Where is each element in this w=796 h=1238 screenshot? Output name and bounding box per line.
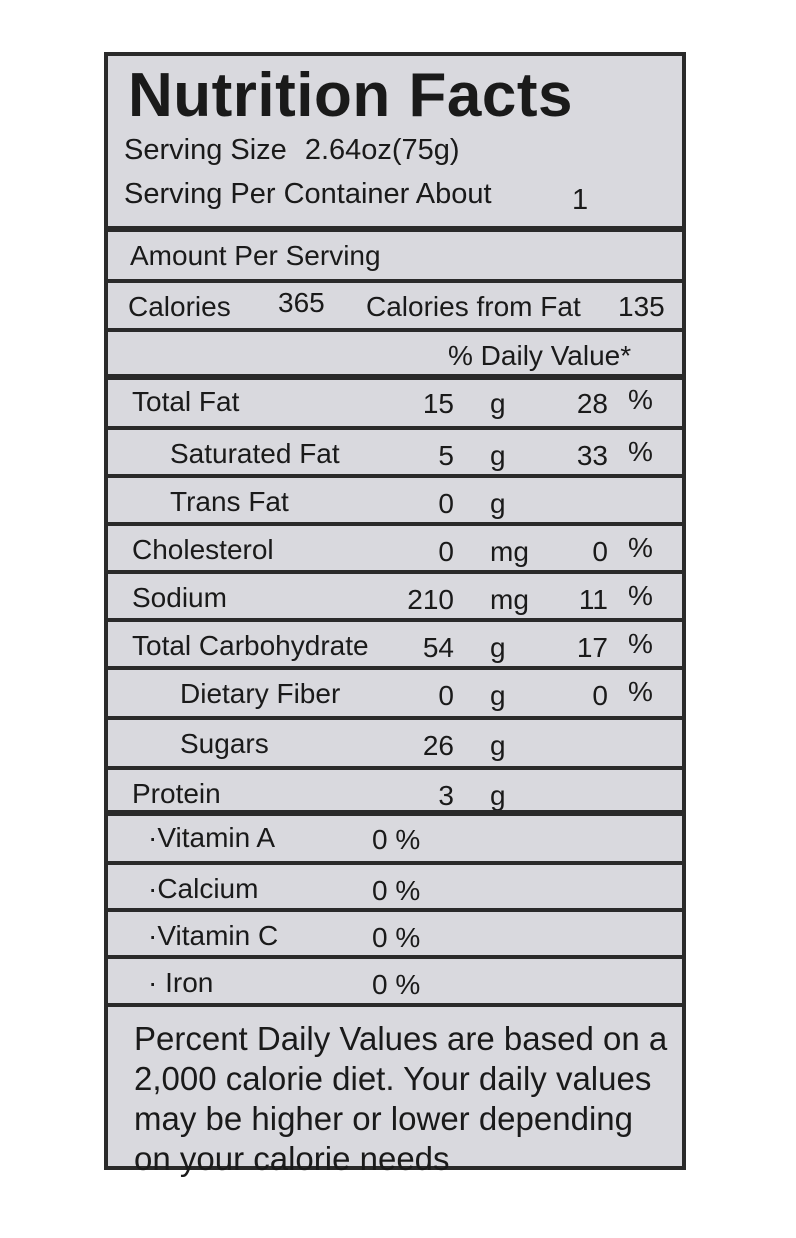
percent-sign: % [628,676,653,707]
nutrient-unit: g [490,632,506,663]
vitamin-name: ·Calcium [148,873,259,904]
nutrient-row-sugars: Sugars 26 g [108,716,682,766]
nutrient-unit: g [490,780,506,811]
nutrient-daily-value: 17 [576,632,608,663]
nutrient-amount: 210 [407,584,454,615]
amount-per-serving: Amount Per Serving [130,240,381,271]
nutrient-unit: g [490,388,506,419]
percent-sign: % [628,532,653,563]
daily-value-header-row: % Daily Value* [108,328,682,376]
nutrient-daily-value: 0 [592,680,608,711]
calories-label: Calories [128,291,231,322]
nutrient-row-saturated-fat: Saturated Fat 5 g 33 % [108,426,682,474]
nutrient-name: Sodium [132,582,227,613]
nutrient-name: Total Fat [132,386,240,417]
nutrient-name: Protein [132,778,221,809]
thick-divider [108,810,682,816]
vitamin-row-iron: · Iron 0 % [108,955,682,1003]
calories-value: 365 [278,287,325,318]
nutrient-row-dietary-fiber: Dietary Fiber 0 g 0 % [108,666,682,716]
vitamin-row-vitamin-c: ·Vitamin C 0 % [108,908,682,955]
nutrient-amount: 5 [438,440,454,471]
nutrient-row-cholesterol: Cholesterol 0 mg 0 % [108,522,682,570]
nutrient-name: Trans Fat [170,486,289,517]
daily-value-header: % Daily Value* [448,340,632,371]
nutrient-amount: 0 [438,680,454,711]
nutrient-row-trans-fat: Trans Fat 0 g [108,474,682,522]
nutrient-amount: 0 [438,488,454,519]
thick-divider [108,374,682,380]
nutrition-facts-label: Nutrition Facts Serving Size 2.64oz(75g) … [104,52,686,1177]
nutrient-name: Sugars [180,728,269,759]
nutrient-daily-value: 28 [576,388,608,419]
percent-sign: % [628,384,653,415]
thick-divider [108,226,682,232]
serving-size-value: 2.64oz(75g) [304,134,460,166]
nutrient-name: Cholesterol [132,534,274,565]
amount-per-serving-row: Amount Per Serving [108,232,682,279]
nutrient-unit: g [490,730,506,761]
nutrient-unit: mg [490,584,529,615]
nutrient-unit: g [490,680,506,711]
vitamin-percent: 0 % [372,875,421,906]
nutrient-daily-value: 11 [578,584,608,615]
vitamin-row-calcium: ·Calcium 0 % [108,861,682,908]
nutrient-unit: g [490,440,506,471]
vitamin-row-vitamin-a: ·Vitamin A 0 % [108,814,682,861]
nutrient-daily-value: 0 [592,536,608,567]
nutrient-name: Saturated Fat [170,438,340,469]
nutrient-row-sodium: Sodium 210 mg 11 % [108,570,682,618]
label-title: Nutrition Facts [128,61,573,130]
nutrient-name: Dietary Fiber [180,678,341,709]
nutrient-amount: 3 [438,780,454,811]
servings-per-container: Serving Per Container About 1 [124,178,588,216]
daily-value-footnote: Percent Daily Values are based on a 2,00… [108,1003,682,1179]
nutrient-name: Total Carbohydrate [132,630,369,661]
percent-sign: % [628,628,653,659]
servings-value: 1 [572,184,589,216]
vitamin-name: ·Vitamin C [148,920,279,951]
nutrient-amount: 26 [422,730,454,761]
nutrient-amount: 0 [438,536,454,567]
calories-from-fat-value: 135 [618,291,665,322]
nutrient-daily-value: 33 [576,440,608,471]
servings-label: Serving Per Container About [124,178,492,210]
vitamin-percent: 0 % [372,922,421,953]
label-header: Nutrition Facts Serving Size 2.64oz(75g) … [108,56,682,226]
nutrient-amount: 15 [422,388,454,419]
nutrient-amount: 54 [422,632,454,663]
nutrient-row-total-fat: Total Fat 15 g 28 % [108,378,682,426]
vitamin-percent: 0 % [372,969,421,1000]
percent-sign: % [628,580,653,611]
calories-from-fat-label: Calories from Fat [366,291,581,322]
vitamin-name: ·Vitamin A [148,822,276,853]
nutrient-row-total-carbohydrate: Total Carbohydrate 54 g 17 % [108,618,682,666]
vitamin-name: · Iron [148,967,214,998]
percent-sign: % [628,436,653,467]
serving-size: Serving Size 2.64oz(75g) [124,134,460,167]
serving-size-label: Serving Size [124,134,287,166]
nutrient-row-protein: Protein 3 g [108,766,682,812]
vitamin-percent: 0 % [372,824,421,855]
calories-row: Calories 365 Calories from Fat 135 [108,279,682,328]
nutrient-unit: g [490,488,506,519]
nutrient-unit: mg [490,536,529,567]
